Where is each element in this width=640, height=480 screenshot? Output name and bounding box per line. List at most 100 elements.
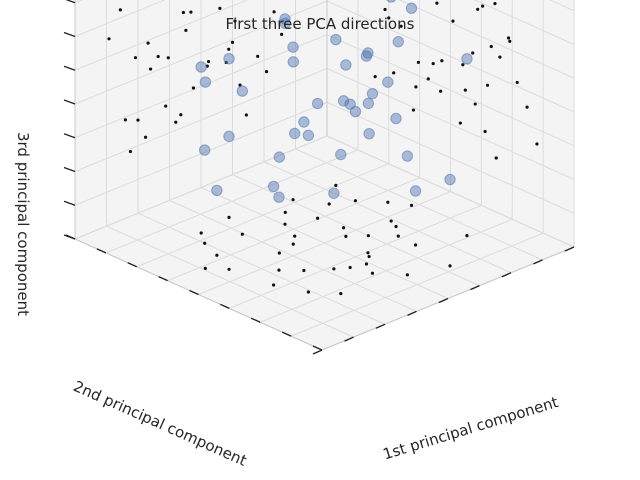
side-wall-projection-point (508, 39, 512, 43)
data-points (195, 0, 473, 203)
data-point (279, 17, 291, 30)
y-axis-tick (127, 262, 138, 268)
back-wall-projection-point (256, 54, 260, 58)
y-axis-tick (158, 276, 168, 282)
projection-points (107, 1, 539, 296)
floor-projection-point (215, 253, 219, 257)
z-axis-tick (63, 200, 76, 206)
z-axis-tick (63, 133, 76, 139)
floor-projection-point (348, 265, 352, 270)
floor-projection-point (370, 271, 375, 275)
floor-projection-point (272, 283, 276, 287)
data-point (382, 76, 394, 88)
x-axis-tick (344, 336, 354, 342)
x-axis-tick (470, 285, 480, 291)
data-point (211, 184, 223, 197)
side-wall-projection-point (440, 59, 444, 63)
floor-projection-point (367, 254, 371, 259)
data-point (267, 180, 280, 193)
data-point (362, 97, 375, 110)
data-point (223, 53, 235, 65)
side-wall-projection-point (431, 61, 435, 66)
y-axis-label: 2nd principal component (71, 377, 250, 470)
data-point (340, 59, 352, 71)
side-wall-projection-point (506, 36, 511, 40)
data-point (311, 97, 324, 110)
floor-projection-point (277, 268, 281, 272)
floor-projection-point (353, 199, 358, 203)
data-point (390, 112, 402, 125)
y-axis-tick (189, 289, 199, 296)
floor-gridline (105, 149, 359, 254)
data-point (195, 61, 207, 73)
floor-projection-point (334, 183, 338, 187)
side-wall-projection-point (426, 77, 430, 81)
side-wall-projection-point (461, 63, 465, 67)
back-wall-projection-point (181, 10, 185, 15)
floor-gridline (326, 135, 575, 248)
data-point (328, 187, 340, 199)
side-wall-projection-point (489, 44, 493, 49)
floor-gridline (263, 161, 512, 274)
floor-projection-point (409, 203, 414, 207)
back-wall-projection-point (107, 37, 111, 41)
side-wall-projection-point (525, 105, 529, 109)
data-point (366, 87, 379, 100)
side-wall-projection-point (483, 129, 487, 134)
side-wall-projection-point (399, 24, 403, 28)
data-point (363, 128, 375, 140)
floor-projection-point (227, 267, 231, 271)
floor-projection-point (203, 241, 207, 245)
floor-projection-point (341, 226, 346, 230)
back-wall-gridline (74, 0, 166, 37)
y-axis-tick (96, 248, 107, 254)
floor-projection-point (366, 251, 370, 255)
side-wall-projection-point (451, 19, 455, 23)
back-wall-projection-point (218, 6, 222, 10)
data-point (405, 2, 418, 14)
data-point (199, 76, 212, 88)
z-axis-tick (63, 166, 76, 173)
back-wall-projection-point (227, 47, 231, 51)
side-wall-projection-point (383, 7, 387, 12)
data-point (335, 148, 347, 161)
back-wall-projection-point (280, 32, 284, 36)
x-axis-tick (438, 297, 449, 304)
data-point (362, 47, 374, 59)
x-axis-tick (407, 310, 417, 316)
axis-ticks (63, 0, 575, 355)
floor-gridline (198, 191, 451, 295)
side-wall-projection-point (485, 83, 490, 87)
floor-projection-point (227, 215, 231, 219)
floor-projection-point (306, 290, 310, 294)
floor-projection-point (386, 200, 390, 204)
back-wall-projection-point (264, 70, 269, 74)
floor-gridline (74, 135, 328, 240)
floor-projection-point (413, 243, 418, 247)
chart-title: First three PCA directions (226, 15, 415, 33)
back-wall-projection-point (136, 118, 140, 122)
floor-projection-point (199, 231, 203, 235)
side-wall-projection-point (494, 156, 498, 160)
y-axis-tick (250, 317, 261, 323)
x-axis-tick (501, 272, 512, 278)
floor-gridline (232, 174, 480, 287)
data-point (386, 0, 396, 3)
y-axis-tick (312, 345, 323, 351)
side-wall-gridline (326, 0, 575, 113)
back-wall-projection-point (184, 28, 188, 32)
x-axis-tick (564, 246, 575, 252)
floor-projection-point (203, 266, 207, 270)
back-wall-projection-point (143, 135, 148, 139)
back-wall-projection-point (230, 40, 235, 44)
floor-projection-point (389, 219, 393, 223)
back-wall-projection-point (133, 56, 138, 60)
gridlines (74, 0, 575, 351)
floor-gridline (167, 177, 420, 282)
side-wall-projection-point (392, 71, 396, 75)
floor-projection-point (277, 251, 281, 255)
data-point (409, 185, 422, 197)
back-wall-gridline (74, 0, 249, 71)
